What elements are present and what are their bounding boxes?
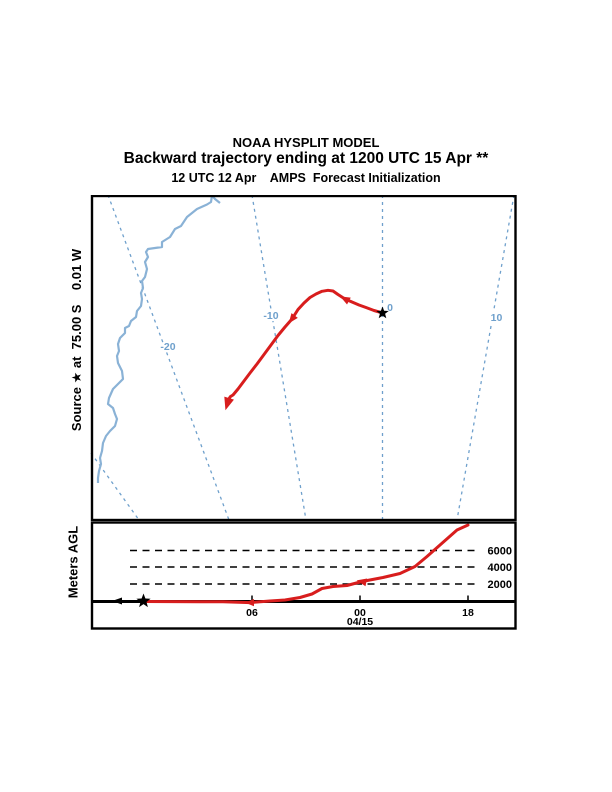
trajectory-marker-icon — [288, 313, 298, 324]
map-y-axis-label: Source ★ at 75.00 S 0.01 W — [69, 248, 84, 432]
height-profile-panel: 6000 4000 2000 06 00 18 04/15 — [90, 521, 517, 630]
trajectory-path — [226, 288, 384, 405]
meridian-label: 10 — [491, 312, 503, 324]
meridian-label: -10 — [263, 310, 278, 322]
height-gridline-label: 2000 — [488, 579, 512, 591]
map-border — [90, 195, 517, 521]
height-profile-path — [142, 523, 470, 605]
meridian-label: -20 — [160, 341, 175, 353]
meridian-line — [251, 195, 307, 521]
meridian-line — [107, 195, 230, 521]
meridian-line — [456, 195, 515, 521]
profile-source-star-icon — [136, 593, 151, 608]
trajectory-marker-icon — [224, 396, 234, 411]
meridian-line — [90, 452, 140, 521]
height-profile-marker-icon — [245, 599, 254, 607]
time-tick-label: 18 — [462, 607, 474, 619]
page-title: NOAA HYSPLIT MODEL — [232, 135, 380, 150]
time-tick-label: 06 — [246, 607, 258, 619]
start-arrow-icon — [112, 597, 122, 605]
time-tick-label: 00 — [354, 607, 366, 619]
source-star-icon — [376, 306, 389, 319]
height-profile-marker-icon — [356, 578, 368, 587]
page-subtitle-2: 12 UTC 12 Apr AMPS Forecast Initializati… — [171, 171, 441, 185]
page-subtitle: Backward trajectory ending at 1200 UTC 1… — [123, 150, 489, 167]
height-gridline-label: 6000 — [488, 546, 512, 558]
trajectory-map-panel: -20 -10 0 10 — [90, 195, 517, 521]
profile-border — [90, 521, 517, 630]
coastline-path — [96, 195, 221, 483]
trajectory-marker-icon — [340, 296, 351, 305]
meridian-label: 0 — [387, 302, 393, 314]
date-label: 04/15 — [347, 616, 373, 628]
height-gridline-label: 4000 — [488, 562, 512, 574]
profile-y-axis-label: Meters AGL — [65, 525, 81, 599]
